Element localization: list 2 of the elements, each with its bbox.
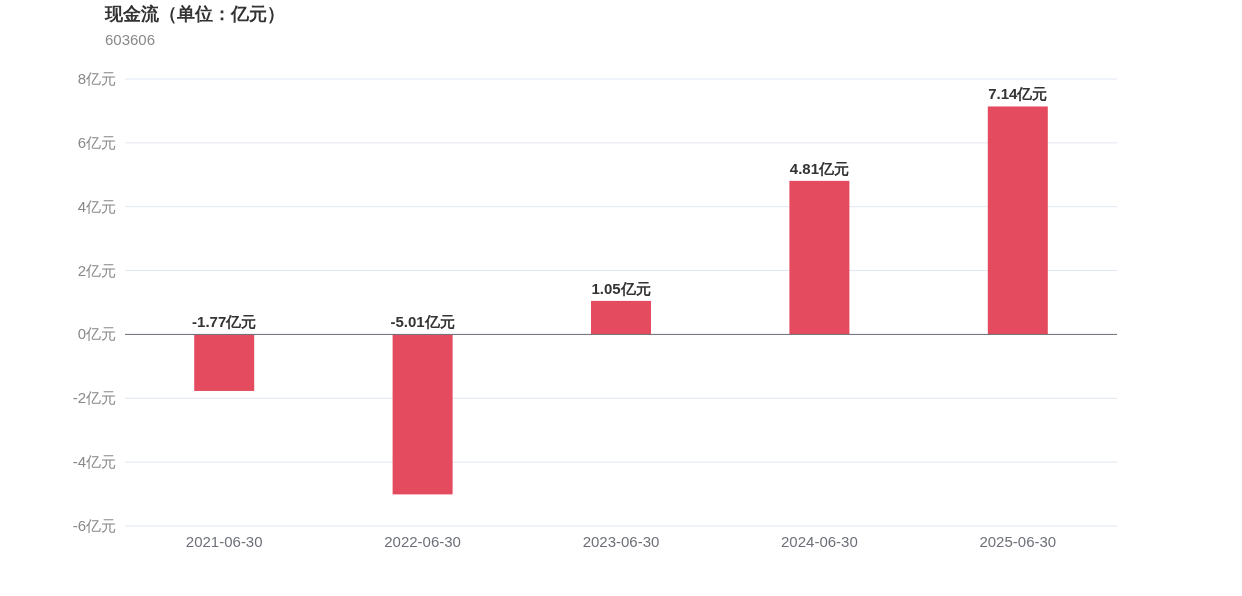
title: 现金流（单位：亿元） [105,4,285,24]
subtitle: 603606 [105,31,156,48]
